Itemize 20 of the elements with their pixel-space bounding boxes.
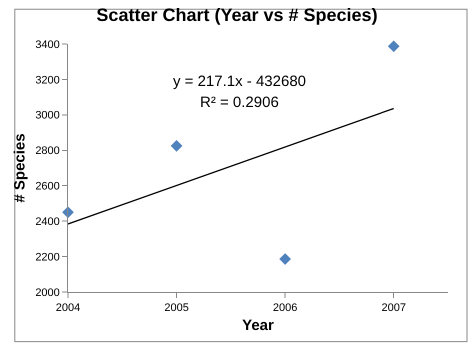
- y-tick-label: 2200: [35, 251, 60, 264]
- y-tick-label: 3400: [35, 38, 60, 51]
- point: [388, 40, 400, 52]
- x-tick-label: 2004: [56, 302, 80, 314]
- y-tick-label: 2400: [35, 216, 60, 228]
- chart-title: Scatter Chart (Year vs # Species): [96, 5, 378, 26]
- point: [170, 140, 182, 152]
- x-tick-label: 2006: [272, 302, 298, 314]
- y-tick-label: 2000: [35, 286, 60, 299]
- point: [279, 253, 291, 265]
- x-tick-label: 2007: [381, 302, 406, 314]
- annotation: y = 217.1x - 432680: [173, 73, 306, 90]
- y-axis-title: # Species: [12, 133, 29, 203]
- annotation: R² = 0.2906: [200, 94, 279, 111]
- y-tick-label: 2800: [35, 145, 60, 158]
- x-tick-label: 2005: [164, 302, 189, 314]
- y-tick-label: 3200: [35, 74, 60, 86]
- y-tick-label: 3000: [35, 110, 60, 122]
- y-tick-label: 2600: [35, 180, 60, 193]
- x-axis-title: Year: [242, 317, 274, 334]
